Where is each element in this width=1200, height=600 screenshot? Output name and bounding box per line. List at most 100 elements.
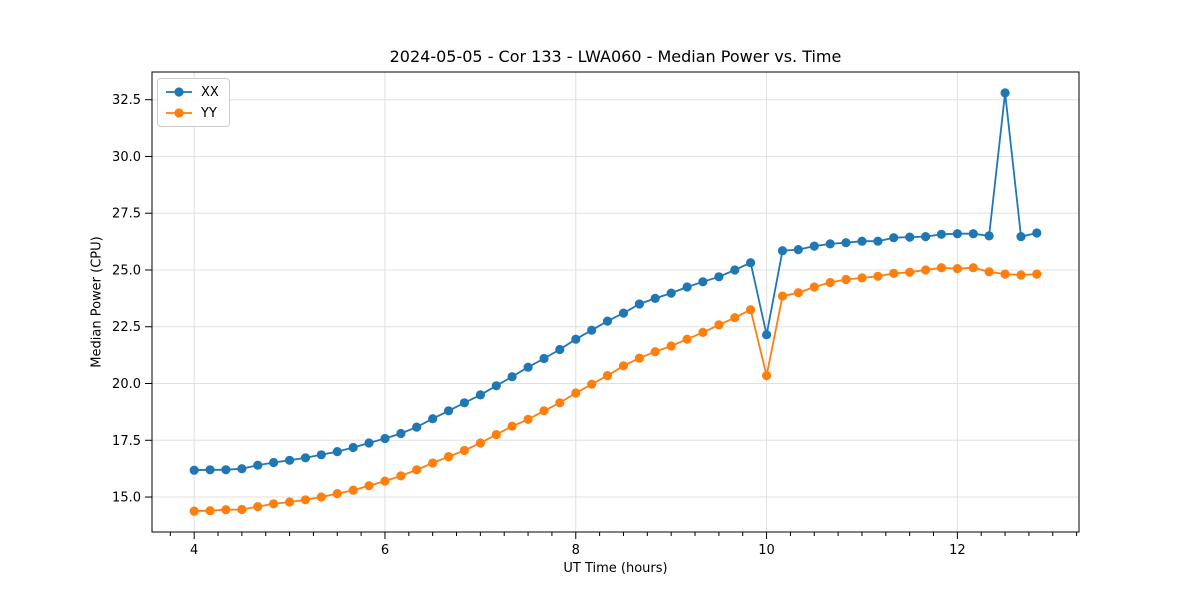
legend-item-xx: XX [165,82,219,102]
data-point [1000,269,1010,279]
svg-text:22.5: 22.5 [112,320,141,335]
data-point [237,504,247,515]
data-point [269,457,279,468]
data-point [205,465,215,475]
chart-title: 2024-05-05 - Cor 133 - LWA060 - Median P… [389,47,842,66]
series-yy-line [194,266,1037,512]
data-point [571,334,581,344]
data-point [698,327,708,337]
data-point [475,390,485,400]
svg-text:27.5: 27.5 [112,207,141,222]
data-point [189,465,199,475]
data-point [491,381,501,391]
x-axis-label: UT Time (hours) [563,561,668,576]
data-point [777,291,788,301]
legend-label-yy: YY [201,105,217,121]
svg-text:15.0: 15.0 [112,491,141,506]
data-point [777,246,788,256]
line-marker-icon [166,108,192,118]
data-point [221,505,231,515]
data-point [762,371,772,381]
data-point [984,231,994,241]
data-point [857,273,867,283]
data-point [269,499,279,509]
data-point [237,464,247,474]
data-point [555,344,565,355]
line-marker-icon [166,87,192,97]
data-point [348,485,358,495]
data-point [253,460,263,470]
data-point [841,274,851,285]
data-point [873,271,883,281]
data-point [746,305,756,315]
data-point [412,422,422,432]
data-point [475,438,485,448]
data-point [968,263,978,273]
svg-text:25.0: 25.0 [112,263,141,278]
data-point [428,458,438,468]
data-point [380,433,390,444]
data-point [444,406,454,416]
data-point [602,371,613,381]
data-point [1032,228,1042,238]
svg-text:32.5: 32.5 [112,93,141,108]
data-point [714,320,724,330]
svg-text:6: 6 [381,543,389,558]
data-point [523,362,533,372]
data-point [889,233,899,243]
data-point [205,506,215,516]
data-point [857,236,867,246]
data-point [618,308,629,318]
data-point [507,372,517,382]
data-point [666,288,676,298]
data-point [793,288,803,298]
data-point [952,229,963,239]
data-point [889,268,899,278]
data-point [809,241,819,251]
data-point [921,232,931,242]
series-xx [189,88,1042,475]
svg-text:30.0: 30.0 [112,150,141,165]
data-point [921,265,931,275]
svg-text:20.0: 20.0 [112,377,141,392]
data-point [396,428,406,439]
data-point [285,497,295,507]
data-point [1016,232,1026,242]
data-point [841,238,851,248]
svg-text:17.5: 17.5 [112,434,141,449]
data-point [762,330,772,340]
data-point [602,316,613,326]
data-point [332,447,342,457]
data-point [316,450,326,460]
data-point [825,277,835,288]
svg-text:8: 8 [572,543,580,558]
legend: XX YY [157,78,230,127]
data-point [634,353,645,363]
data-point [300,453,311,463]
series-xx-line [194,92,1037,472]
data-point [730,313,740,323]
svg-text:10: 10 [758,543,775,558]
data-point [650,347,660,357]
axis-ticks [145,99,1078,539]
data-point [746,258,756,268]
data-point [698,277,708,287]
svg-text:12: 12 [949,543,966,558]
legend-label-xx: XX [201,84,219,100]
data-point [348,442,358,453]
data-point [539,406,549,416]
y-axis-label: Median Power (CPU) [89,236,105,368]
data-point [936,229,947,239]
data-point [905,232,915,242]
x-tick-labels: 4 6 8 10 12 [190,543,966,558]
data-point [555,398,565,408]
data-point [396,471,406,481]
legend-item-yy: YY [165,103,219,123]
data-point [332,489,342,499]
data-point [221,465,231,475]
data-point [809,282,819,292]
data-point [682,334,692,344]
data-point [300,495,311,505]
data-point [587,325,597,335]
